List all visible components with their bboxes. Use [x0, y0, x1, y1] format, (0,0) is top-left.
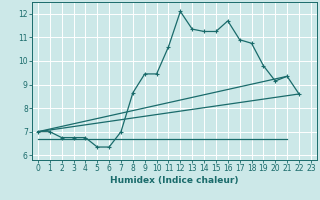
- X-axis label: Humidex (Indice chaleur): Humidex (Indice chaleur): [110, 176, 239, 185]
